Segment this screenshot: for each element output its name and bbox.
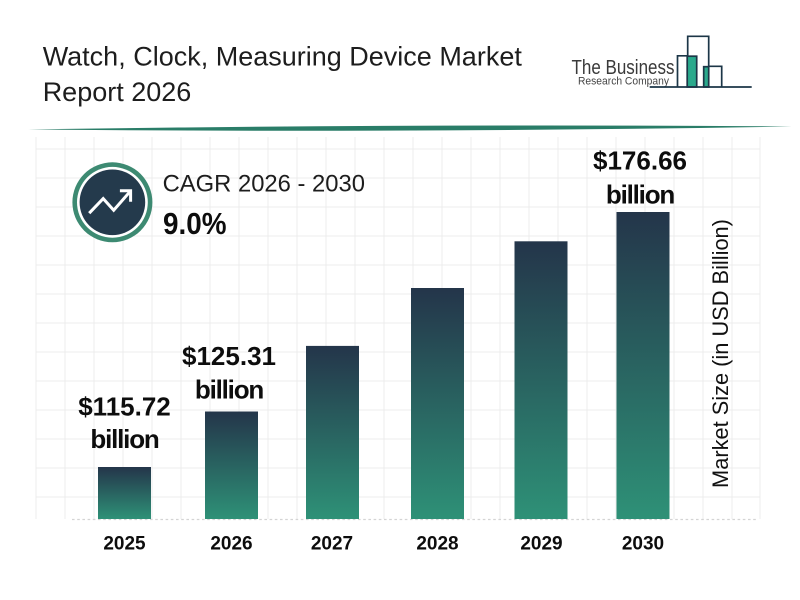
svg-text:2030: 2030 — [622, 534, 664, 555]
svg-text:$176.66: $176.66 — [593, 146, 687, 176]
svg-text:Watch, Clock, Measuring Device: Watch, Clock, Measuring Device Market — [43, 42, 523, 72]
svg-text:billion: billion — [90, 424, 158, 454]
svg-text:billion: billion — [606, 179, 674, 209]
svg-text:2026: 2026 — [210, 534, 252, 555]
svg-text:$125.31: $125.31 — [182, 341, 276, 371]
svg-text:Report 2026: Report 2026 — [43, 77, 192, 107]
svg-text:$115.72: $115.72 — [78, 391, 171, 421]
svg-text:2027: 2027 — [311, 534, 353, 555]
svg-text:9.0%: 9.0% — [163, 207, 227, 241]
svg-text:billion: billion — [195, 374, 263, 404]
svg-text:CAGR 2026 - 2030: CAGR 2026 - 2030 — [163, 171, 365, 198]
svg-text:2028: 2028 — [416, 534, 458, 555]
svg-text:Research Company: Research Company — [578, 76, 669, 88]
svg-text:Market Size (in USD Billion): Market Size (in USD Billion) — [708, 219, 733, 488]
svg-text:2029: 2029 — [520, 534, 562, 555]
svg-text:2025: 2025 — [103, 534, 146, 555]
svg-text:The Business: The Business — [572, 56, 675, 79]
